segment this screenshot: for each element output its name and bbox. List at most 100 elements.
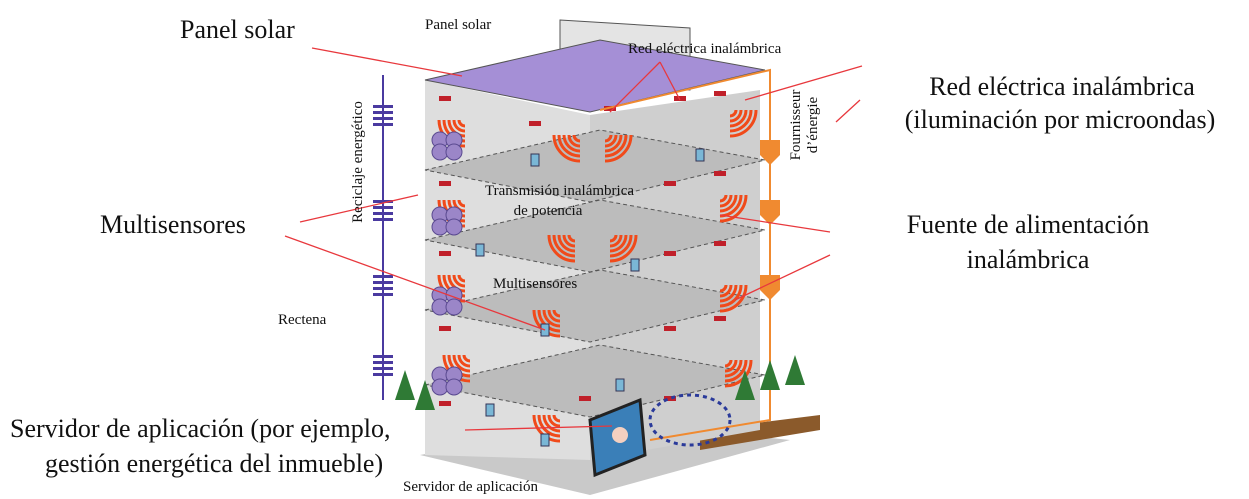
sensor (475, 243, 485, 257)
power-wave (609, 234, 628, 253)
power-wave (719, 284, 733, 298)
emitter (579, 396, 591, 401)
power-wave (604, 134, 633, 163)
sensor (485, 403, 495, 417)
tree (415, 380, 435, 410)
sensor (695, 148, 705, 162)
power-wave (557, 134, 581, 158)
floor-slab (424, 344, 766, 418)
power-wave (547, 309, 561, 323)
rectenna (373, 367, 393, 370)
power-wave (457, 199, 466, 208)
power-wave (542, 309, 561, 328)
rectenna (373, 281, 393, 284)
supply-line (599, 68, 771, 441)
emitter (714, 316, 726, 321)
rectenna (373, 105, 393, 108)
power-wave (452, 274, 466, 288)
emitter (529, 121, 541, 126)
callout: Red eléctrica inalámbrica (929, 72, 1195, 101)
power-wave (552, 414, 561, 423)
label: Multisensores (493, 276, 577, 292)
power-wave (729, 109, 753, 133)
rectenna-cluster (445, 143, 463, 161)
power-wave (604, 134, 613, 143)
power-wave (729, 109, 743, 123)
power-wave (457, 354, 471, 368)
emitter (439, 326, 451, 331)
power-wave (609, 234, 618, 243)
rectenna (373, 373, 393, 376)
rectenna (373, 206, 393, 209)
sensor (540, 433, 550, 447)
rectenna-cluster (445, 298, 463, 316)
label: Servidor de aplicación (403, 479, 538, 495)
callout: Multisensores (100, 210, 246, 239)
power-wave (462, 354, 471, 363)
rectenna-cluster (445, 218, 463, 236)
power-wave (542, 414, 561, 433)
leader (464, 425, 613, 431)
label: d’énergie (805, 96, 821, 153)
power-wave (547, 414, 561, 428)
leader (284, 235, 546, 331)
floor-slab (424, 129, 766, 203)
power-wave (447, 119, 466, 138)
emitter (674, 96, 686, 101)
rectenna (373, 117, 393, 120)
label: Fournisseur (788, 90, 804, 161)
rectenna (373, 275, 393, 278)
floor-slab (424, 199, 766, 273)
leader (719, 214, 831, 233)
power-wave (547, 234, 576, 263)
power-wave (552, 134, 581, 163)
label: Red eléctrica inalámbrica (628, 41, 782, 57)
power-wave (452, 354, 471, 373)
power-wave (719, 194, 738, 213)
tree (760, 360, 780, 390)
emitter (439, 96, 451, 101)
power-wave (567, 134, 581, 148)
callout: inalámbrica (967, 245, 1090, 274)
tree (395, 370, 415, 400)
rectenna (373, 218, 393, 221)
power-wave (557, 234, 576, 253)
callout: Panel solar (180, 15, 295, 44)
callout: Fuente de alimentación (907, 210, 1150, 239)
label: de potencia (514, 203, 583, 219)
power-wave (724, 359, 738, 373)
leader (659, 61, 681, 101)
supply-unit (760, 275, 780, 300)
power-wave (719, 284, 748, 313)
emitter (439, 251, 451, 256)
label: Reciclaje energético (350, 101, 366, 223)
sensor (615, 378, 625, 392)
floor-slab (424, 269, 766, 343)
power-wave (729, 109, 758, 138)
power-wave (457, 274, 466, 283)
emitter (714, 241, 726, 246)
power-wave (729, 109, 738, 118)
sensor (630, 258, 640, 272)
rectenna (373, 200, 393, 203)
power-wave (724, 359, 748, 383)
sensor (530, 153, 540, 167)
soil (700, 415, 820, 450)
power-wave (567, 234, 576, 243)
tree (735, 370, 755, 400)
emitter (664, 181, 676, 186)
supply-unit (760, 200, 780, 225)
power-wave (562, 134, 581, 153)
leader (299, 194, 419, 223)
building (373, 19, 820, 495)
supply-unit (760, 140, 780, 165)
power-wave (552, 234, 576, 258)
power-wave (604, 134, 628, 158)
rectenna (373, 212, 393, 215)
power-wave (719, 284, 738, 303)
emitter (439, 181, 451, 186)
tree (785, 355, 805, 385)
solar-roof (424, 39, 766, 113)
emitter (439, 401, 451, 406)
